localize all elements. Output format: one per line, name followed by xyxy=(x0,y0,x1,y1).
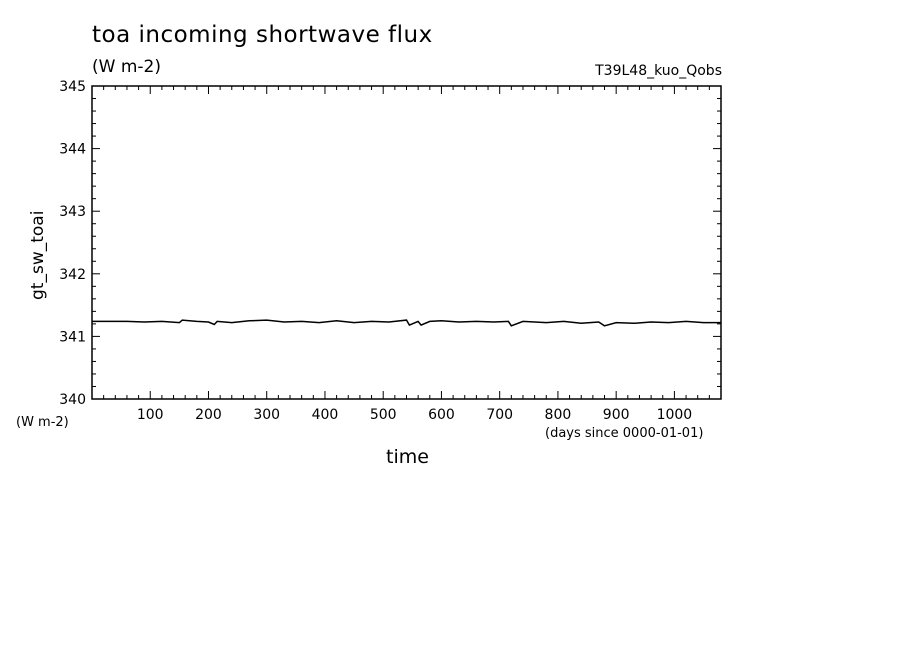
x-tick-label: 1000 xyxy=(657,407,693,423)
plot-frame xyxy=(91,85,722,400)
y-tick-label: 340 xyxy=(59,392,86,408)
x-tick-label: 700 xyxy=(486,407,513,423)
x-tick-label: 200 xyxy=(195,407,222,423)
x-tick-label: 500 xyxy=(370,407,397,423)
x-tick-label: 600 xyxy=(428,407,455,423)
x-axis-label: time xyxy=(386,446,429,468)
y-tick-label: 344 xyxy=(59,142,86,158)
axis-ticks xyxy=(92,86,721,399)
x-tick-label: 100 xyxy=(137,407,164,423)
y-axis-unit: (W m-2) xyxy=(16,415,69,430)
run-label: T39L48_kuo_Qobs xyxy=(595,63,722,79)
chart-title: toa incoming shortwave flux xyxy=(92,22,433,48)
y-tick-labels: 340 341 342 343 344 345 xyxy=(59,79,86,408)
chart-subtitle: (W m-2) xyxy=(92,57,161,77)
x-tick-label: 400 xyxy=(312,407,339,423)
y-tick-label: 343 xyxy=(59,204,86,220)
y-tick-label: 342 xyxy=(59,267,86,283)
x-tick-label: 800 xyxy=(545,407,572,423)
x-axis-unit: (days since 0000-01-01) xyxy=(545,426,704,441)
x-tick-label: 900 xyxy=(603,407,630,423)
series-line xyxy=(92,319,721,327)
x-tick-labels: 100 200 300 400 500 600 700 800 900 1000 xyxy=(137,407,692,423)
x-tick-label: 300 xyxy=(253,407,280,423)
y-tick-label: 345 xyxy=(59,79,86,95)
y-tick-label: 341 xyxy=(59,329,86,345)
